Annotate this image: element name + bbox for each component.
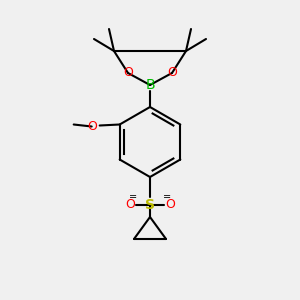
Text: B: B	[145, 78, 155, 92]
Text: O: O	[123, 67, 133, 80]
Text: O: O	[87, 120, 97, 133]
Text: =: =	[129, 192, 137, 202]
Text: =: =	[163, 192, 171, 202]
Text: O: O	[165, 199, 175, 212]
Text: O: O	[125, 199, 135, 212]
Text: S: S	[145, 198, 155, 212]
Text: O: O	[167, 67, 177, 80]
